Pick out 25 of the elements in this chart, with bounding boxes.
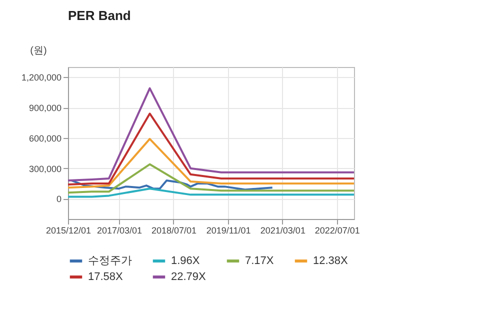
y-tick-label: 600,000 (28, 133, 62, 144)
x-tick-label: 2018/07/01 (151, 226, 196, 236)
line-series (67, 87, 355, 182)
legend-label: 수정주가 (88, 255, 132, 267)
legend-label: 1.96X (171, 255, 200, 267)
x-tick-label: 2019/11/01 (206, 226, 251, 236)
y-tick-label: 300,000 (28, 164, 62, 174)
y-tick-label: 1,200,000 (21, 72, 62, 83)
line-series (70, 179, 274, 191)
line-series (67, 112, 355, 186)
legend-label: 12.38X (313, 255, 349, 267)
y-axis-title: (원) (30, 46, 47, 56)
x-tick-label: 2021/03/01 (260, 226, 306, 236)
x-tick-label: 2015/12/01 (46, 226, 92, 236)
x-tick-label: 2022/07/01 (314, 226, 360, 236)
legend-label: 7.17X (245, 255, 274, 267)
line-series (67, 163, 355, 194)
chart-title: PER Band (68, 8, 131, 23)
legend-label: 17.58X (88, 271, 124, 283)
line-series (67, 188, 355, 198)
line-series (67, 138, 355, 189)
legend-label: 22.79X (171, 271, 207, 283)
x-tick-label: 2017/03/01 (96, 226, 142, 236)
y-tick-label: 900,000 (28, 103, 62, 114)
y-tick-label: 0 (56, 194, 62, 204)
